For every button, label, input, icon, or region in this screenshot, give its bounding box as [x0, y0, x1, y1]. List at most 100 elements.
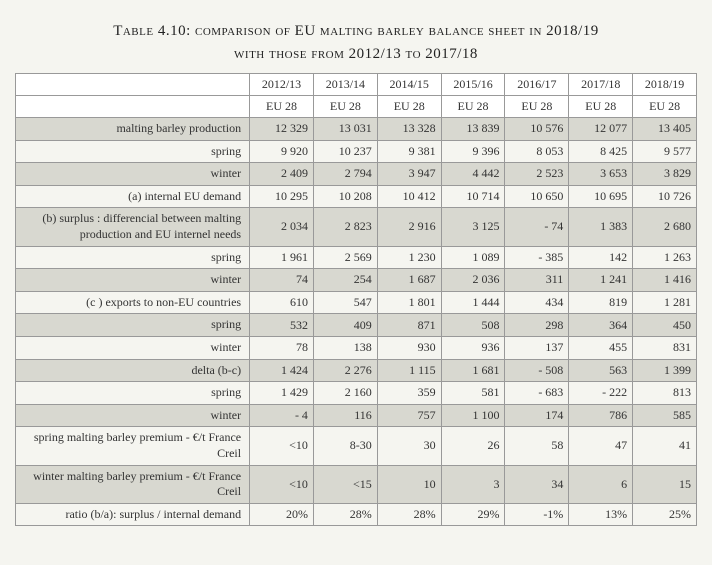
cell-value: 13 031	[313, 118, 377, 141]
header-blank	[16, 96, 250, 118]
table-row: winter78138930936137455831	[16, 336, 697, 359]
cell-value: 15	[633, 465, 697, 503]
cell-value: 2 276	[313, 359, 377, 382]
table-row: spring532409871508298364450	[16, 314, 697, 337]
cell-value: 12 077	[569, 118, 633, 141]
cell-value: 10 695	[569, 185, 633, 208]
cell-value: 174	[505, 404, 569, 427]
cell-value: 547	[313, 291, 377, 314]
table-row: (b) surplus : differencial between malti…	[16, 208, 697, 246]
cell-value: 10 714	[441, 185, 505, 208]
cell-value: 2 160	[313, 382, 377, 405]
row-label: winter	[16, 336, 250, 359]
cell-value: 3 947	[377, 163, 441, 186]
table-row: spring1 4292 160359581- 683- 222813	[16, 382, 697, 405]
table-title-line2: with those from 2012/13 to 2017/18	[234, 46, 478, 62]
table-row: spring1 9612 5691 2301 089- 3851421 263	[16, 246, 697, 269]
header-year: 2017/18	[569, 74, 633, 96]
cell-value: 1 444	[441, 291, 505, 314]
table-row: spring malting barley premium - €/t Fran…	[16, 427, 697, 465]
cell-value: 10 576	[505, 118, 569, 141]
cell-value: 58	[505, 427, 569, 465]
table-row: winter742541 6872 0363111 2411 416	[16, 269, 697, 292]
table-row: (c ) exports to non-EU countries6105471 …	[16, 291, 697, 314]
row-label: winter malting barley premium - €/t Fran…	[16, 465, 250, 503]
cell-value: 9 577	[633, 140, 697, 163]
cell-value: 13 328	[377, 118, 441, 141]
cell-value: 8 053	[505, 140, 569, 163]
cell-value: 2 823	[313, 208, 377, 246]
header-region: EU 28	[569, 96, 633, 118]
cell-value: - 74	[505, 208, 569, 246]
cell-value: 1 424	[250, 359, 314, 382]
cell-value: 2 916	[377, 208, 441, 246]
cell-value: -1%	[505, 503, 569, 526]
cell-value: 1 801	[377, 291, 441, 314]
header-region: EU 28	[377, 96, 441, 118]
cell-value: 563	[569, 359, 633, 382]
cell-value: 8 425	[569, 140, 633, 163]
row-label: malting barley production	[16, 118, 250, 141]
cell-value: 3 125	[441, 208, 505, 246]
table-title-line1: Table 4.10: comparison of EU malting bar…	[113, 23, 599, 39]
cell-value: 8-30	[313, 427, 377, 465]
cell-value: 142	[569, 246, 633, 269]
cell-value: 364	[569, 314, 633, 337]
cell-value: 2 569	[313, 246, 377, 269]
header-row-region: EU 28 EU 28 EU 28 EU 28 EU 28 EU 28 EU 2…	[16, 96, 697, 118]
cell-value: - 4	[250, 404, 314, 427]
table-row: winter2 4092 7943 9474 4422 5233 6533 82…	[16, 163, 697, 186]
cell-value: 409	[313, 314, 377, 337]
table-row: delta (b-c)1 4242 2761 1151 681- 5085631…	[16, 359, 697, 382]
cell-value: 29%	[441, 503, 505, 526]
cell-value: 930	[377, 336, 441, 359]
cell-value: 9 381	[377, 140, 441, 163]
row-label: (b) surplus : differencial between malti…	[16, 208, 250, 246]
header-year: 2013/14	[313, 74, 377, 96]
cell-value: 116	[313, 404, 377, 427]
cell-value: 74	[250, 269, 314, 292]
cell-value: 359	[377, 382, 441, 405]
table-row: spring9 92010 2379 3819 3968 0538 4259 5…	[16, 140, 697, 163]
cell-value: 26	[441, 427, 505, 465]
cell-value: 28%	[313, 503, 377, 526]
cell-value: 12 329	[250, 118, 314, 141]
cell-value: 1 089	[441, 246, 505, 269]
cell-value: 1 429	[250, 382, 314, 405]
header-year: 2014/15	[377, 74, 441, 96]
row-label: (c ) exports to non-EU countries	[16, 291, 250, 314]
cell-value: 3 653	[569, 163, 633, 186]
cell-value: 1 399	[633, 359, 697, 382]
cell-value: <15	[313, 465, 377, 503]
table-row: (a) internal EU demand10 29510 20810 412…	[16, 185, 697, 208]
cell-value: - 385	[505, 246, 569, 269]
table-row: malting barley production12 32913 03113 …	[16, 118, 697, 141]
cell-value: 1 383	[569, 208, 633, 246]
cell-value: 311	[505, 269, 569, 292]
cell-value: 298	[505, 314, 569, 337]
cell-value: 10 237	[313, 140, 377, 163]
cell-value: 1 263	[633, 246, 697, 269]
cell-value: 254	[313, 269, 377, 292]
header-region: EU 28	[505, 96, 569, 118]
header-region: EU 28	[250, 96, 314, 118]
cell-value: 10 412	[377, 185, 441, 208]
cell-value: 9 396	[441, 140, 505, 163]
header-region: EU 28	[441, 96, 505, 118]
cell-value: 813	[633, 382, 697, 405]
cell-value: 610	[250, 291, 314, 314]
header-year: 2015/16	[441, 74, 505, 96]
cell-value: 13 839	[441, 118, 505, 141]
cell-value: 450	[633, 314, 697, 337]
cell-value: 3 829	[633, 163, 697, 186]
cell-value: 3	[441, 465, 505, 503]
cell-value: 2 409	[250, 163, 314, 186]
cell-value: 1 681	[441, 359, 505, 382]
cell-value: 757	[377, 404, 441, 427]
cell-value: 9 920	[250, 140, 314, 163]
cell-value: 1 961	[250, 246, 314, 269]
cell-value: 1 100	[441, 404, 505, 427]
cell-value: 819	[569, 291, 633, 314]
cell-value: 10 726	[633, 185, 697, 208]
row-label: spring	[16, 140, 250, 163]
